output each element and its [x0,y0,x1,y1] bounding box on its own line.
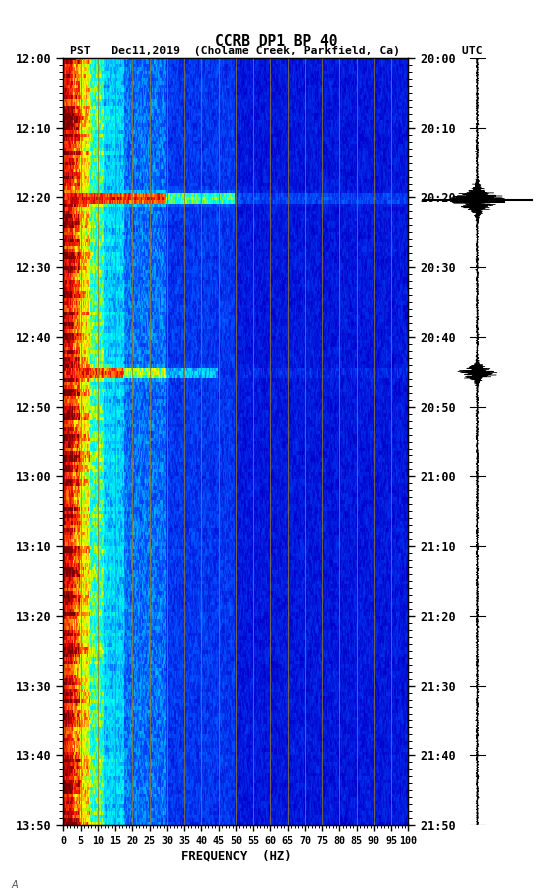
Text: PST   Dec11,2019  (Cholame Creek, Parkfield, Ca)         UTC: PST Dec11,2019 (Cholame Creek, Parkfield… [70,46,482,56]
Text: USGS: USGS [12,14,50,28]
Text: CCRB DP1 BP 40: CCRB DP1 BP 40 [215,34,337,49]
X-axis label: FREQUENCY  (HZ): FREQUENCY (HZ) [181,850,291,863]
Text: A: A [11,880,18,889]
